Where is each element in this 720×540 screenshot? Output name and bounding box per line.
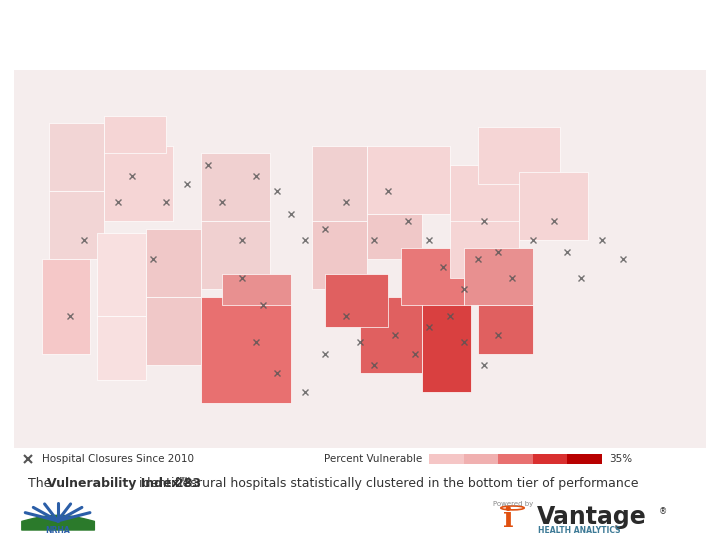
Bar [498, 454, 533, 464]
Bar [477, 127, 560, 184]
Bar [360, 297, 422, 373]
Text: Vulnerability Index: Vulnerability Index [13, 25, 236, 45]
Text: 283: 283 [176, 477, 202, 490]
Bar [104, 146, 174, 221]
Bar [533, 454, 567, 464]
Text: Powered by: Powered by [493, 501, 534, 507]
Bar [422, 297, 471, 391]
Bar [97, 316, 145, 380]
Text: identifies: identifies [135, 477, 201, 490]
Bar [42, 259, 91, 354]
Bar [402, 248, 464, 305]
Text: NRHA: NRHA [45, 526, 70, 535]
Bar [201, 153, 270, 221]
Bar [450, 165, 519, 221]
Bar [49, 191, 104, 259]
Bar [97, 233, 145, 316]
Bar [477, 305, 533, 354]
Bar [367, 214, 422, 259]
Bar [312, 146, 367, 221]
Bar [450, 202, 519, 278]
Text: HEALTH ANALYTICS: HEALTH ANALYTICS [539, 526, 621, 535]
Bar [464, 248, 533, 305]
Bar [201, 297, 291, 403]
Text: Percent Vulnerable: Percent Vulnerable [324, 454, 422, 464]
Bar [222, 274, 291, 305]
Bar [367, 146, 450, 214]
Bar [429, 454, 464, 464]
Bar [325, 274, 387, 327]
Bar [104, 116, 166, 153]
Bar [464, 454, 498, 464]
Text: : Rural Closures and Risk of Closures: : Rural Closures and Risk of Closures [152, 25, 533, 45]
Bar [49, 123, 104, 191]
Bar [567, 454, 602, 464]
Text: ®: ® [659, 507, 667, 516]
Text: rural hospitals statistically clustered in the bottom tier of performance: rural hospitals statistically clustered … [193, 477, 638, 490]
Bar [145, 229, 201, 297]
Text: i: i [503, 505, 514, 532]
Text: Vantage: Vantage [537, 504, 647, 529]
Bar [519, 172, 588, 240]
Bar [201, 221, 270, 289]
Text: Hospital Closures Since 2010: Hospital Closures Since 2010 [42, 454, 194, 464]
Text: 35%: 35% [609, 454, 632, 464]
Bar [312, 221, 367, 289]
Bar [145, 297, 201, 365]
Text: The: The [28, 477, 55, 490]
Text: Vulnerability Index™: Vulnerability Index™ [47, 477, 192, 490]
